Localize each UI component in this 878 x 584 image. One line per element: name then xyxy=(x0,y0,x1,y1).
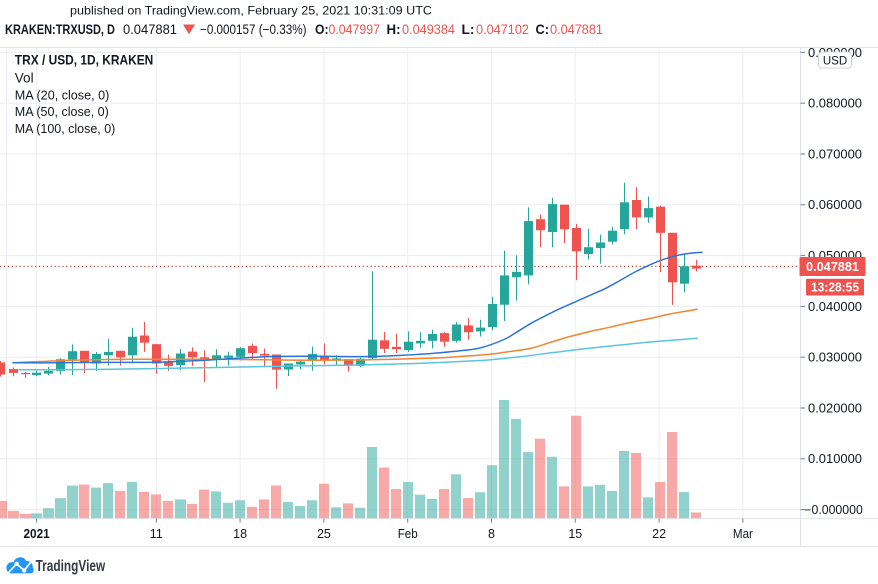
svg-text:Feb: Feb xyxy=(398,527,418,541)
svg-text:0.020000: 0.020000 xyxy=(808,401,862,415)
svg-text:published on TradingView.com,: published on TradingView.com, February 2… xyxy=(70,4,432,18)
svg-text:0.047881: 0.047881 xyxy=(806,260,859,274)
svg-text:0.010000: 0.010000 xyxy=(808,452,862,466)
svg-text:MA (100, close, 0): MA (100, close, 0) xyxy=(15,121,116,136)
svg-text:0.030000: 0.030000 xyxy=(808,351,862,365)
svg-text:2021: 2021 xyxy=(24,527,50,541)
svg-text:Vol: Vol xyxy=(15,70,34,85)
svg-text:H:: H: xyxy=(387,22,401,37)
svg-text:0.049384: 0.049384 xyxy=(402,22,456,37)
svg-text:TradingView: TradingView xyxy=(36,558,106,575)
svg-text:O:: O: xyxy=(315,22,329,37)
svg-text:−0.000000: −0.000000 xyxy=(804,503,863,517)
svg-text:Mar: Mar xyxy=(733,527,753,541)
svg-text:L:: L: xyxy=(462,22,475,37)
svg-text:−0.000157 (−0.33%): −0.000157 (−0.33%) xyxy=(200,22,307,37)
svg-text:MA (20, close, 0): MA (20, close, 0) xyxy=(15,87,110,102)
svg-text:KRAKEN:TRXUSD, D: KRAKEN:TRXUSD, D xyxy=(5,22,115,37)
svg-text:25: 25 xyxy=(317,527,331,541)
svg-text:22: 22 xyxy=(652,527,666,541)
svg-text:MA (50, close, 0): MA (50, close, 0) xyxy=(15,104,109,119)
svg-text:15: 15 xyxy=(568,527,582,541)
svg-text:0.070000: 0.070000 xyxy=(808,147,862,161)
svg-text:0.047881: 0.047881 xyxy=(550,22,603,37)
svg-text:0.060000: 0.060000 xyxy=(808,198,862,212)
svg-text:0.047997: 0.047997 xyxy=(329,22,381,37)
svg-text:18: 18 xyxy=(233,527,247,541)
svg-text:8: 8 xyxy=(488,527,495,541)
svg-text:C:: C: xyxy=(536,22,550,37)
svg-text:0.047102: 0.047102 xyxy=(476,22,529,37)
svg-text:13:28:55: 13:28:55 xyxy=(811,281,859,295)
svg-text:0.047881: 0.047881 xyxy=(123,22,177,37)
svg-text:0.040000: 0.040000 xyxy=(808,300,862,314)
svg-text:TRX / USD, 1D, KRAKEN: TRX / USD, 1D, KRAKEN xyxy=(15,52,154,67)
svg-text:0.080000: 0.080000 xyxy=(808,97,862,111)
svg-text:USD: USD xyxy=(823,56,847,68)
svg-text:11: 11 xyxy=(150,527,163,541)
